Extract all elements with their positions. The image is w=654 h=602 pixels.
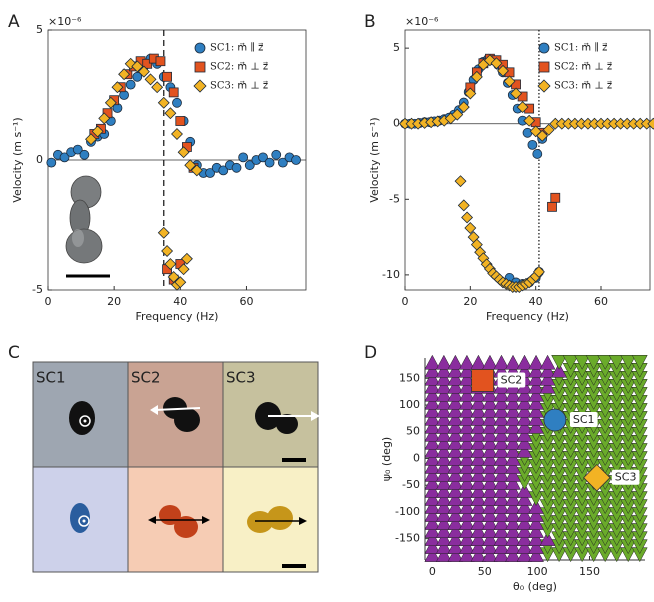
legend-label: SC2: m⃗ ⊥ z⃗ (554, 62, 612, 73)
y-tick-label: 0 (393, 117, 400, 130)
point (544, 409, 566, 431)
y-tick-label: 5 (393, 41, 400, 54)
y-tick-label: -50 (402, 478, 420, 491)
y-tick-label: 150 (399, 371, 420, 384)
legend-label: SC3: m⃗ ⊥ z⃗ (210, 81, 268, 92)
point (458, 200, 469, 211)
x-tick-label: 20 (463, 295, 477, 308)
point (239, 153, 248, 162)
y-tick-label: 5 (36, 23, 43, 36)
point (158, 227, 169, 238)
x-axis-label: Frequency (Hz) (486, 310, 569, 323)
point (551, 193, 560, 202)
x-tick-label: 50 (478, 565, 492, 578)
point (169, 88, 178, 97)
x-tick-label: 0 (402, 295, 409, 308)
legend-label: SC2: m⃗ ⊥ z⃗ (210, 62, 268, 73)
y-axis-label: Velocity (m s⁻¹) (11, 117, 24, 202)
y-tick-label: 50 (406, 425, 420, 438)
point (176, 117, 185, 126)
legend-label: SC1: m⃗ ∥ z⃗ (210, 42, 263, 54)
plot-frame (405, 30, 650, 290)
point (152, 82, 163, 93)
panel-c-images (33, 362, 320, 572)
point (533, 149, 542, 158)
point (292, 156, 301, 165)
legend-label: SC3: m⃗ ⊥ z⃗ (554, 81, 612, 92)
image-title: SC2 (131, 369, 161, 387)
point-label: SC2 (501, 373, 523, 386)
point (156, 57, 165, 66)
y-axis-label: ψ₀ (deg) (380, 437, 393, 481)
point (272, 150, 281, 159)
y-axis-label: Velocity (m s⁻¹) (368, 117, 381, 202)
x-tick-label: 60 (239, 295, 253, 308)
x-tick-label: 20 (107, 295, 121, 308)
legend-swatch (194, 80, 206, 92)
legend-swatch (195, 43, 205, 53)
y-tick-label: -5 (389, 192, 400, 205)
y-tick-label: -5 (32, 283, 43, 296)
legend-swatch (538, 80, 550, 92)
panel-label: A (8, 12, 20, 32)
point (528, 140, 537, 149)
y-tick-label: -100 (395, 505, 420, 518)
x-axis-label: θ₀ (deg) (513, 580, 557, 593)
y-tick-label: -150 (395, 532, 420, 545)
x-tick-label: 40 (529, 295, 543, 308)
axis-exponent: ×10⁻⁶ (405, 15, 439, 28)
y-tick-label: 0 (413, 451, 420, 464)
point (265, 158, 274, 167)
panel-label: C (8, 343, 20, 363)
point (232, 163, 241, 172)
legend-label: SC1: m⃗ ∥ z⃗ (554, 42, 607, 54)
panel-label: B (364, 12, 376, 32)
legend-swatch (195, 62, 205, 72)
point-label: SC1 (573, 413, 595, 426)
point (158, 97, 169, 108)
axis-exponent: ×10⁻⁶ (48, 15, 82, 28)
legend-swatch (539, 43, 549, 53)
x-tick-label: 40 (173, 295, 187, 308)
point (165, 108, 176, 119)
x-tick-label: 0 (45, 295, 52, 308)
triangle-grid (425, 355, 647, 561)
point (548, 202, 557, 211)
y-tick-label: 100 (399, 398, 420, 411)
panel-label: D (364, 343, 377, 363)
point (455, 176, 466, 187)
point-label: SC3 (615, 471, 637, 484)
point (47, 158, 56, 167)
figure: C SC1 SC2 SC3 A0204060-505Frequency (Hz)… (0, 0, 654, 602)
image-title: SC3 (226, 369, 256, 387)
point (145, 74, 156, 85)
point (126, 80, 135, 89)
x-tick-label: 150 (579, 565, 600, 578)
point (172, 129, 183, 140)
legend-swatch (539, 62, 549, 72)
point (472, 369, 494, 391)
x-tick-label: 60 (594, 295, 608, 308)
point (80, 150, 89, 159)
point (173, 98, 182, 107)
point (462, 212, 473, 223)
x-axis-label: Frequency (Hz) (136, 310, 219, 323)
x-tick-label: 100 (527, 565, 548, 578)
point (523, 128, 532, 137)
x-tick-label: 0 (429, 565, 436, 578)
y-tick-label: -10 (382, 268, 400, 281)
point (163, 72, 172, 81)
y-tick-label: 0 (36, 153, 43, 166)
inset-render (66, 176, 110, 276)
image-title: SC1 (36, 369, 66, 387)
